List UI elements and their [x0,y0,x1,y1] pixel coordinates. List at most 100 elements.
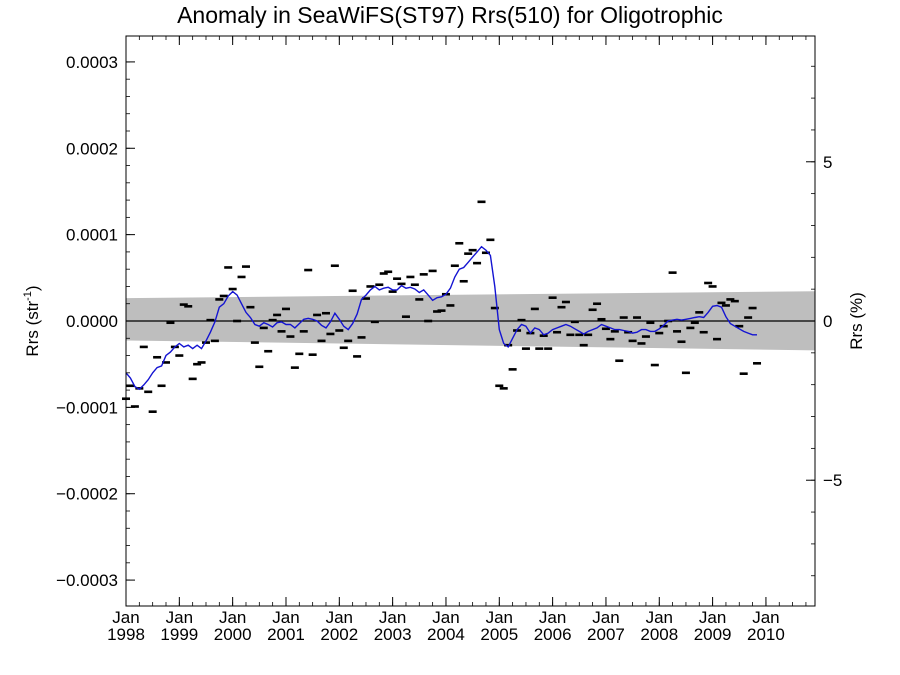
data-point [690,321,699,325]
data-point [344,339,353,343]
y-axis-label-right: Rrs (%) [847,292,866,350]
data-point [606,337,615,341]
data-point [588,308,597,312]
data-point [424,319,433,323]
data-point [433,310,442,313]
x-tick-label-month: Jan [752,608,779,627]
x-tick-label-month: Jan [486,608,513,627]
data-point [233,319,242,323]
data-point [655,331,664,335]
data-point [437,309,446,312]
x-tick-label-year: 2008 [640,625,678,644]
data-point [721,304,730,307]
data-point [268,318,277,322]
data-point [375,283,384,287]
data-point [566,333,575,337]
data-point [673,330,682,333]
x-tick-label-year: 2010 [747,625,785,644]
data-point [530,307,539,311]
y-tick-label-left: −0.0003 [56,571,118,590]
data-point [713,337,722,341]
data-point [726,298,735,301]
y-tick-label-left: −0.0002 [56,485,118,504]
data-point [406,275,415,279]
data-point [459,279,468,283]
data-point [299,330,308,333]
x-tick-label-year: 1999 [160,625,198,644]
data-point [646,321,655,325]
data-point [361,297,370,300]
data-point [464,252,473,255]
data-point [650,363,659,367]
data-point [624,330,633,334]
data-point [619,316,628,319]
data-point [730,299,739,303]
data-point [326,332,335,336]
data-point [255,365,264,369]
x-tick-label-year: 2004 [427,625,465,644]
data-point [521,347,530,350]
labels-layer: 0.0003 0.0002 0.0001 0.0000 −0.0001 −0.0002 −0… [22,53,866,644]
data-point [130,405,139,408]
x-tick-label-month: Jan [272,608,299,627]
data-point [570,320,579,324]
data-point [241,265,250,268]
data-point [228,287,237,291]
data-point [193,362,202,366]
data-point [335,329,344,332]
data-point [681,371,690,375]
x-tick-label-month: Jan [539,608,566,627]
data-point [290,366,299,369]
data-point [601,327,610,331]
data-point [397,282,406,286]
data-point [748,306,757,310]
running-mean-layer [125,245,757,391]
data-point [237,275,246,279]
y-axis-label-left: Rrs (str-1) [22,285,42,356]
data-point [628,339,637,343]
data-point [313,313,322,317]
data-point [224,266,233,269]
data-point [704,281,713,285]
data-point [428,269,437,273]
data-point [735,324,744,328]
data-point [615,359,624,363]
data-point [219,294,228,298]
x-tick-label-month: Jan [379,608,406,627]
data-point [153,355,162,359]
data-point [139,345,148,349]
x-tick-label-month: Jan [699,608,726,627]
data-point [161,361,170,364]
x-tick-label-month: Jan [112,608,139,627]
data-point [259,326,268,330]
x-tick-label-month: Jan [166,608,193,627]
y-tick-label-left: −0.0001 [56,398,118,417]
data-point [753,362,762,365]
y-axis-label-left-close: ) [23,285,42,291]
data-point [188,377,197,381]
data-point [695,311,704,314]
data-point [321,311,330,315]
y-axis-label-left-sup: -1 [22,291,34,301]
data-point [686,326,695,330]
data-point [197,361,206,364]
data-point [330,264,339,268]
data-point [481,251,490,255]
data-point [308,353,317,356]
data-point [508,368,517,371]
data-point [553,330,562,334]
data-point [357,336,366,339]
data-point [561,300,570,304]
data-point [304,268,313,272]
data-point [641,335,650,338]
data-point [264,349,273,353]
x-tick-label-year: 2001 [267,625,305,644]
data-point [273,313,282,317]
data-point [699,330,708,334]
data-point [410,283,419,287]
data-point [548,296,557,299]
data-point [637,342,646,345]
x-tick-label-year: 2009 [694,625,732,644]
data-point [370,320,379,324]
